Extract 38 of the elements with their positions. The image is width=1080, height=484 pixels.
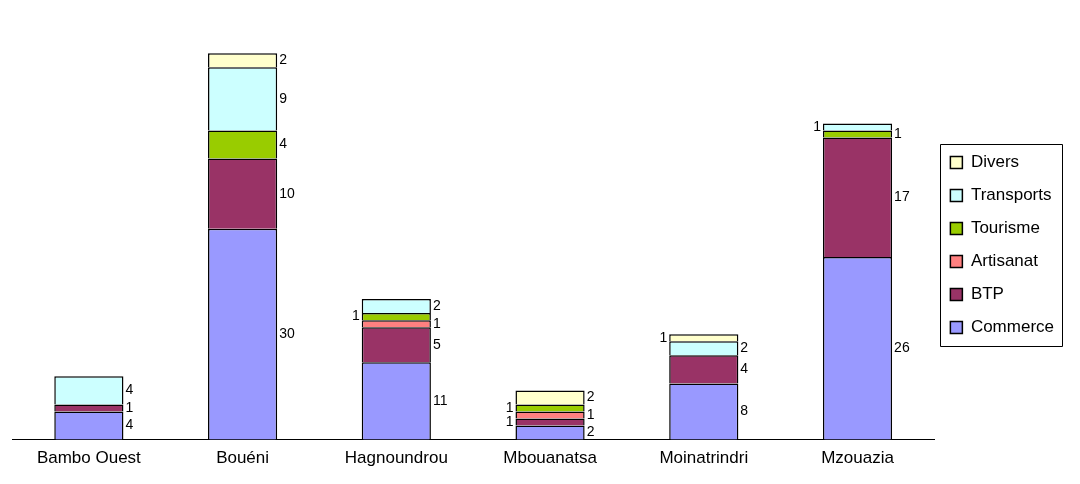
data-label: 30 <box>279 325 295 342</box>
x-tick-label: Moinatrindri <box>659 448 749 468</box>
data-label: 1 <box>432 314 441 331</box>
x-tick-label: Mbouanatsa <box>503 448 598 468</box>
data-label: 1 <box>351 307 360 324</box>
data-label: 17 <box>894 188 910 205</box>
x-tick-label: Mzouazia <box>821 448 895 468</box>
data-label: 1 <box>505 398 514 415</box>
legend-label: Divers <box>970 152 1020 172</box>
data-label: 2 <box>279 51 288 68</box>
data-label: 2 <box>586 388 595 405</box>
data-label: 4 <box>279 135 288 152</box>
legend-label: Artisanat <box>970 251 1039 271</box>
data-label: 2 <box>740 339 749 356</box>
x-tick-label: Hagnoundrou <box>344 448 448 468</box>
data-label: 1 <box>505 412 514 429</box>
data-label: 11 <box>432 391 448 408</box>
legend-label: Transports <box>970 185 1052 205</box>
x-tick-label: Bambo Ouest <box>36 448 142 468</box>
data-label: 4 <box>740 360 749 377</box>
data-label: 8 <box>740 402 749 419</box>
data-label: 1 <box>894 124 903 141</box>
data-label: 1 <box>586 405 595 422</box>
data-label: 4 <box>125 416 134 433</box>
data-label: 2 <box>586 423 595 440</box>
data-label: 9 <box>279 89 288 106</box>
legend-label: Commerce <box>970 317 1054 337</box>
data-label: 4 <box>125 381 134 398</box>
legend-label: BTP <box>970 284 1004 304</box>
data-label: 2 <box>432 296 441 313</box>
data-label: 1 <box>813 117 822 134</box>
x-tick-label: Bouéni <box>216 448 270 468</box>
data-label: 10 <box>279 184 295 201</box>
data-label: 5 <box>432 335 441 352</box>
data-label: 1 <box>659 328 668 345</box>
data-label: 26 <box>894 339 910 356</box>
legend-label: Tourisme <box>970 218 1040 238</box>
data-label: 1 <box>125 398 134 415</box>
